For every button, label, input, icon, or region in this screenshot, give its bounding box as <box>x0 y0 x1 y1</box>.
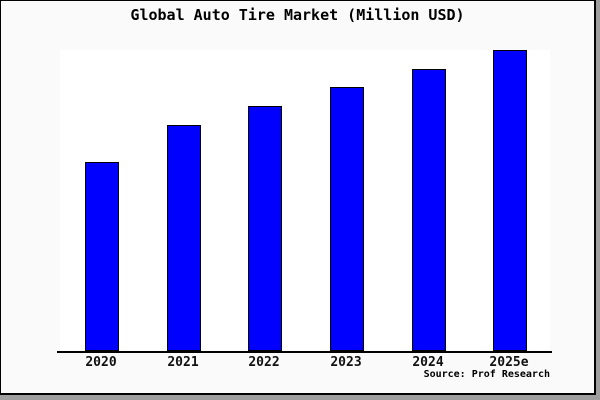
chart-title: Global Auto Tire Market (Million USD) <box>130 6 465 24</box>
x-axis-line <box>57 351 552 353</box>
bar-2021 <box>167 125 201 351</box>
x-tick-label-2021: 2021 <box>167 355 199 370</box>
source-note: Source: Prof Research <box>423 369 550 380</box>
bar-2024 <box>412 69 446 351</box>
x-tick-label-2025e: 2025e <box>489 355 529 370</box>
x-tick-label-2023: 2023 <box>330 355 362 370</box>
plot-area <box>60 50 550 351</box>
x-tick-label-2020: 2020 <box>85 355 117 370</box>
bar-2025e <box>493 50 527 351</box>
bar-2020 <box>85 162 119 351</box>
bar-2022 <box>248 106 282 351</box>
x-tick-label-2024: 2024 <box>412 355 444 370</box>
bar-2023 <box>330 87 364 351</box>
x-tick-label-2022: 2022 <box>248 355 280 370</box>
